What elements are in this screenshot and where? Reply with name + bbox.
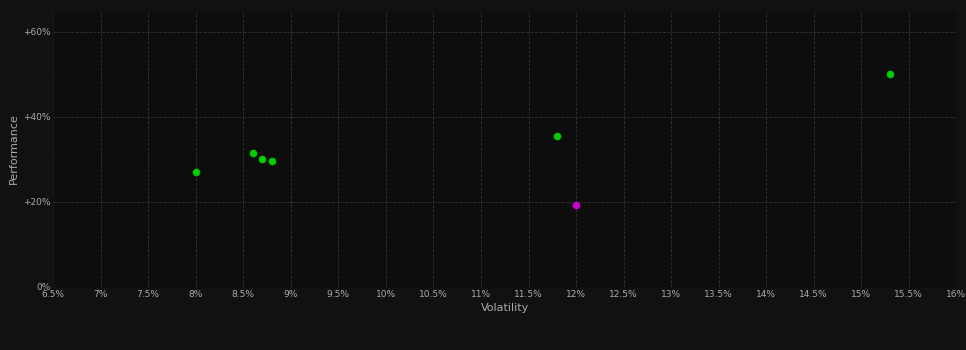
Point [255,156,270,161]
Point [264,158,279,164]
Point [245,150,261,155]
X-axis label: Volatility: Volatility [481,303,528,313]
Point [882,71,897,77]
Point [188,169,204,175]
Y-axis label: Performance: Performance [9,113,18,184]
Point [550,133,565,139]
Point [568,203,583,208]
